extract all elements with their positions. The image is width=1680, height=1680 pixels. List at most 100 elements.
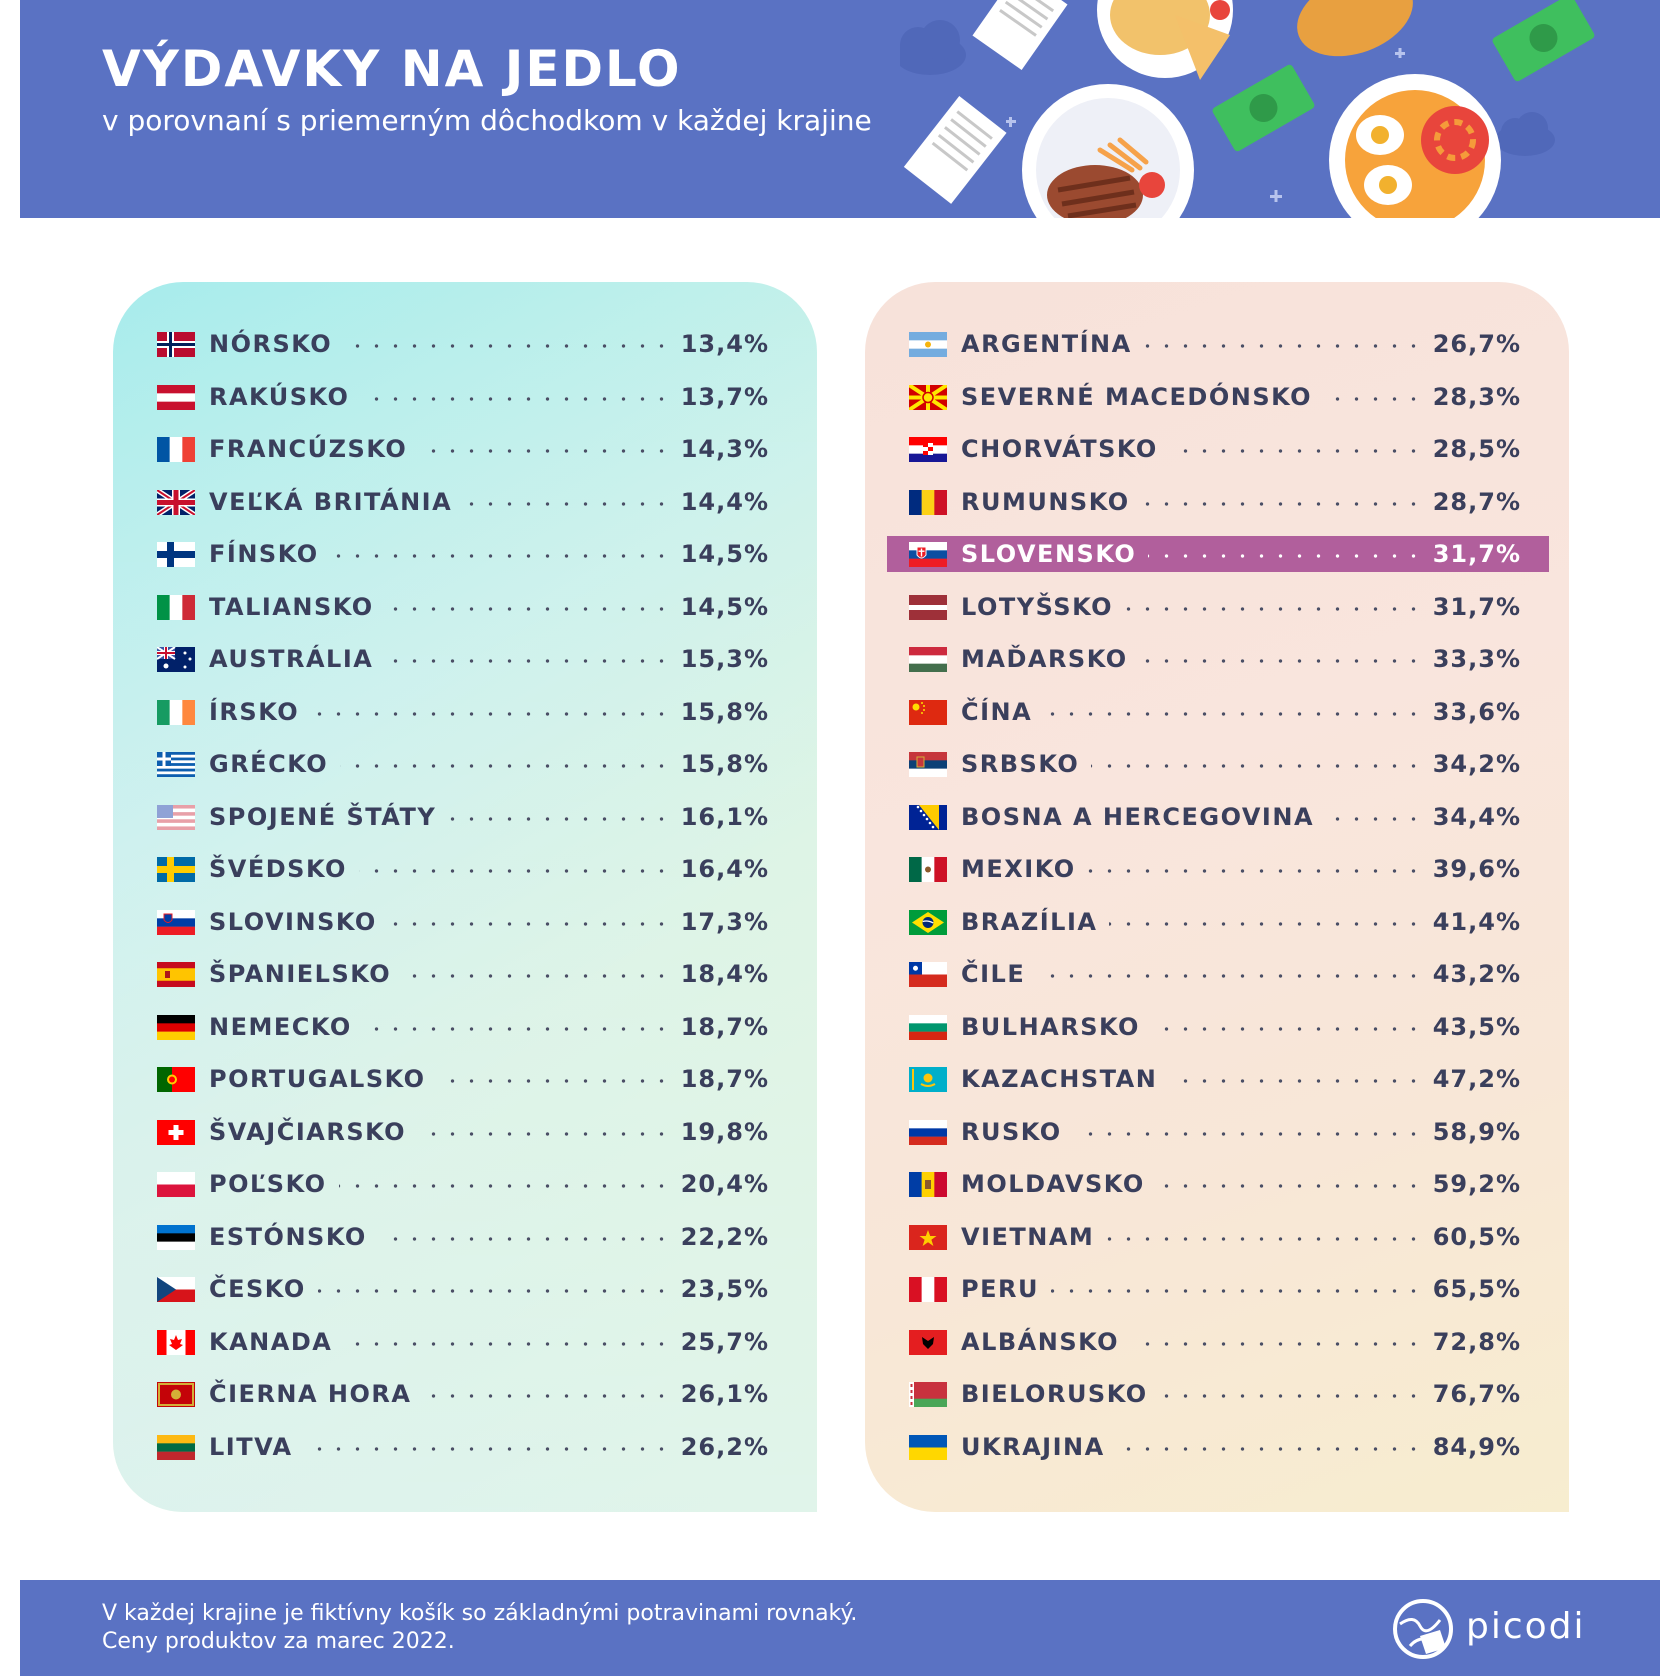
food-spend-value: 20,4% [680, 1170, 769, 1199]
food-spend-value: 18,7% [680, 1065, 769, 1094]
country-name: ČÍNA [961, 697, 1033, 726]
table-row-litva: LITVA 26,2% [113, 1421, 817, 1474]
usa-flag-icon [157, 804, 195, 830]
left-ranking-panel: NÓRSKO 13,4% RAKÚSKO 13,7% FRANCÚZSKO 14,3% VE… [113, 282, 817, 1512]
food-spend-value: 26,2% [680, 1432, 769, 1461]
country-name: SRBSKO [961, 750, 1080, 779]
dot-leader [311, 711, 671, 716]
country-name: BULHARSKO [961, 1012, 1140, 1041]
dot-leader [305, 1446, 671, 1451]
dot-leader [1160, 1394, 1423, 1398]
table-row-rusko: RUSKO 58,9% [865, 1106, 1569, 1159]
food-spend-value: 58,9% [1432, 1117, 1521, 1146]
dot-leader [344, 344, 671, 348]
food-spend-value: 34,4% [1432, 802, 1521, 831]
table-row-moldavsko: MOLDAVSKO 59,2% [865, 1158, 1569, 1211]
table-row-vietnam: VIETNAM 60,5% [865, 1211, 1569, 1264]
dot-leader [1091, 764, 1423, 768]
belarus-flag-icon [909, 1382, 947, 1407]
france-flag-icon [157, 437, 195, 462]
picodi-globe-icon [1393, 1599, 1453, 1659]
russia-flag-icon [909, 1119, 947, 1145]
country-name: ČESKO [209, 1275, 306, 1304]
food-spend-value: 14,3% [680, 435, 769, 464]
country-name: SPOJENÉ ŠTÁTY [209, 802, 437, 831]
table-row-brazilia: BRAZÍLIA 41,4% [865, 896, 1569, 949]
dot-leader [1106, 1236, 1423, 1241]
dot-leader [1152, 1026, 1423, 1031]
table-row-velka-britania: VEĽKÁ BRITÁNIA 14,4% [113, 476, 817, 529]
food-illustration-icon [900, 0, 1595, 218]
country-name: LITVA [209, 1432, 293, 1461]
country-name: SEVERNÉ MACEDÓNSKO [961, 382, 1313, 411]
table-row-severne-macedonsko: SEVERNÉ MACEDÓNSKO 28,3% [865, 371, 1569, 424]
table-row-cile: ČILE 43,2% [865, 948, 1569, 1001]
table-row-svedsko: ŠVÉDSKO 16,4% [113, 843, 817, 896]
dot-leader [379, 1236, 671, 1241]
table-row-grecko: GRÉCKO 15,8% [113, 738, 817, 791]
food-spend-value: 41,4% [1432, 907, 1521, 936]
dot-leader [389, 921, 671, 926]
portugal-flag-icon [157, 1067, 195, 1092]
table-row-spojene-staty: SPOJENÉ ŠTÁTY 16,1% [113, 791, 817, 844]
country-name: UKRAJINA [961, 1432, 1105, 1461]
country-name: RUSKO [961, 1117, 1062, 1146]
dot-leader [1148, 554, 1423, 558]
dot-leader [438, 1079, 671, 1083]
picodi-logo: picodi [1390, 1596, 1590, 1662]
table-row-rumunsko: RUMUNSKO 28,7% [865, 476, 1569, 529]
table-row-francuzsko: FRANCÚZSKO 14,3% [113, 423, 817, 476]
country-name: NEMECKO [209, 1012, 352, 1041]
table-row-bulharsko: BULHARSKO 43,5% [865, 1001, 1569, 1054]
dot-leader [1044, 711, 1423, 716]
ranking-list-right: ARGENTÍNA 26,7% SEVERNÉ MACEDÓNSKO 28,3% CHO… [865, 318, 1569, 1473]
table-row-albansko: ALBÁNSKO 72,8% [865, 1316, 1569, 1369]
poland-flag-icon [157, 1172, 195, 1197]
dot-leader [1326, 816, 1423, 821]
dot-leader [1144, 344, 1423, 348]
chile-flag-icon [909, 962, 947, 987]
vietnam-flag-icon [909, 1224, 947, 1250]
table-row-mexiko: MEXIKO 39,6% [865, 843, 1569, 896]
country-name: KAZACHSTAN [961, 1065, 1158, 1094]
food-spend-value: 39,6% [1432, 855, 1521, 884]
country-name: CHORVÁTSKO [961, 435, 1158, 464]
slovenia-flag-icon [157, 909, 195, 935]
albania-flag-icon [909, 1329, 947, 1355]
table-row-finsko: FÍNSKO 14,5% [113, 528, 817, 581]
footer-note-line-2: Ceny produktov za marec 2022. [102, 1629, 455, 1654]
country-name: TALIANSKO [209, 592, 374, 621]
serbia-flag-icon [909, 752, 947, 777]
dot-leader [331, 554, 671, 558]
food-spend-value: 14,4% [680, 487, 769, 516]
food-spend-value: 22,2% [680, 1222, 769, 1251]
country-name: ÍRSKO [209, 697, 300, 726]
dot-leader [1037, 974, 1423, 978]
food-spend-value: 13,4% [680, 330, 769, 359]
food-spend-value: 16,4% [680, 855, 769, 884]
dot-leader [418, 1131, 671, 1136]
country-name: VEĽKÁ BRITÁNIA [209, 487, 453, 516]
food-spend-value: 13,7% [680, 382, 769, 411]
table-row-ukrajina: UKRAJINA 84,9% [865, 1421, 1569, 1474]
country-name: PERU [961, 1275, 1039, 1304]
food-spend-value: 17,3% [680, 907, 769, 936]
footer-note: V každej krajine je fiktívny košík so zá… [102, 1600, 857, 1656]
country-name: ČILE [961, 960, 1026, 989]
food-spend-value: 59,2% [1432, 1170, 1521, 1199]
table-row-kazachstan: KAZACHSTAN 47,2% [865, 1053, 1569, 1106]
spain-flag-icon [157, 962, 195, 987]
country-name: ČIERNA HORA [209, 1380, 412, 1409]
table-row-rakusko: RAKÚSKO 13,7% [113, 371, 817, 424]
food-spend-value: 26,1% [680, 1380, 769, 1409]
country-name: POĽSKO [209, 1170, 327, 1199]
table-row-taliansko: TALIANSKO 14,5% [113, 581, 817, 634]
header-banner: VÝDAVKY NA JEDLO v porovnaní s priemerný… [20, 0, 1660, 218]
food-spend-value: 65,5% [1432, 1275, 1521, 1304]
country-name: BIELORUSKO [961, 1380, 1148, 1409]
germany-flag-icon [157, 1014, 195, 1040]
austria-flag-icon [157, 384, 195, 410]
food-spend-value: 25,7% [680, 1327, 769, 1356]
country-name: ARGENTÍNA [961, 330, 1132, 359]
table-row-bosna-a-hercegovina: BOSNA A HERCEGOVINA 34,4% [865, 791, 1569, 844]
